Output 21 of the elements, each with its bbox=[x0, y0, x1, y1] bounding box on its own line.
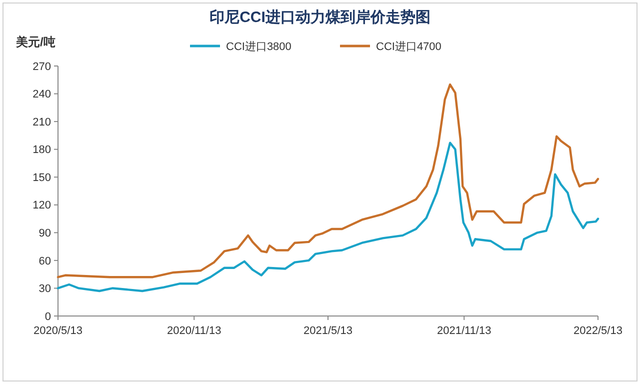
y-axis-title: 美元/吨 bbox=[15, 35, 56, 49]
y-tick-label: 180 bbox=[32, 144, 51, 156]
y-tick-label: 30 bbox=[38, 283, 51, 296]
y-tick-label: 270 bbox=[32, 60, 51, 73]
y-tick-label: 240 bbox=[32, 88, 51, 101]
chart-title: 印尼CCI进口动力煤到岸价走势图 bbox=[210, 9, 430, 26]
x-tick-label: 2022/5/13 bbox=[574, 325, 622, 337]
y-tick-label: 120 bbox=[32, 200, 51, 212]
y-tick-label: 60 bbox=[38, 255, 51, 268]
y-tick-label: 210 bbox=[32, 116, 51, 128]
y-tick-label: 90 bbox=[38, 228, 51, 240]
y-tick-label: 150 bbox=[32, 172, 51, 184]
y-tick-label: 0 bbox=[44, 310, 51, 323]
legend-label: CCI进口3800 bbox=[226, 40, 292, 53]
x-tick-label: 2020/5/13 bbox=[34, 325, 82, 337]
x-tick-label: 2021/5/13 bbox=[304, 325, 352, 337]
line-series bbox=[56, 142, 600, 292]
line-series bbox=[56, 83, 600, 278]
x-tick-label: 2020/11/13 bbox=[166, 325, 222, 337]
x-tick-label: 2021/11/13 bbox=[436, 325, 492, 337]
legend-label: CCI进口4700 bbox=[376, 40, 442, 53]
